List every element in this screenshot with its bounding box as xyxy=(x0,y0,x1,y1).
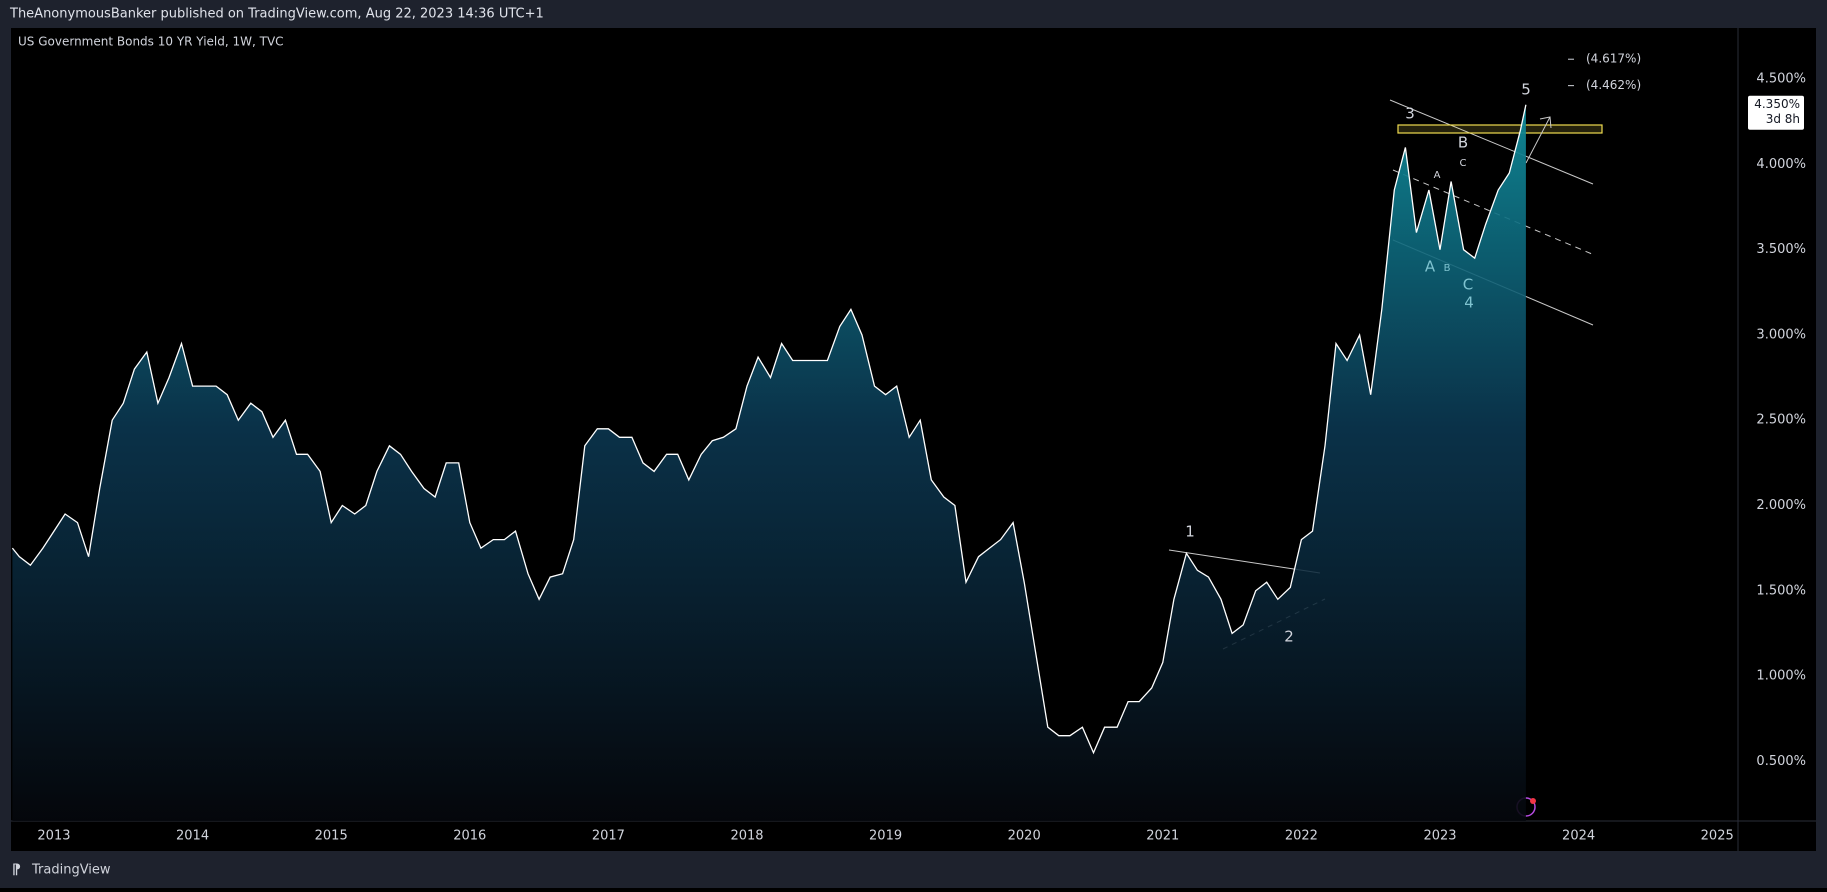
wave-label: 5 xyxy=(1521,81,1531,99)
chart-title: US Government Bonds 10 YR Yield, 1W, TVC xyxy=(18,35,284,49)
x-tick-label: 2016 xyxy=(453,829,486,844)
x-tick-label: 2025 xyxy=(1701,829,1734,844)
target-zone xyxy=(1397,124,1603,134)
x-tick-label: 2015 xyxy=(315,829,348,844)
x-tick-label: 2022 xyxy=(1285,829,1318,844)
x-tick-label: 2013 xyxy=(37,829,70,844)
x-tick-label: 2014 xyxy=(176,829,209,844)
x-tick-label: 2023 xyxy=(1423,829,1456,844)
wave-label: B xyxy=(1458,134,1468,152)
brand: ⁋ TradingView xyxy=(12,862,111,878)
wave-label: 2 xyxy=(1284,628,1294,646)
y-tick-label: 1.500% xyxy=(1756,583,1806,598)
x-tick-label: 2021 xyxy=(1146,829,1179,844)
y-tick-label: 4.000% xyxy=(1756,157,1806,172)
y-tick-label: 2.000% xyxy=(1756,498,1806,513)
x-tick-label: 2018 xyxy=(730,829,763,844)
wave-label: 4 xyxy=(1464,294,1474,312)
y-tick-label: 0.500% xyxy=(1756,754,1806,769)
x-tick-label: 2019 xyxy=(869,829,902,844)
y-tick-label: 4.500% xyxy=(1756,72,1806,87)
arrow xyxy=(1525,116,1552,164)
wave-label: 1 xyxy=(1185,523,1195,541)
area-fill xyxy=(12,104,1526,821)
price-label-box xyxy=(1748,95,1804,130)
brand-logo: ⁋ xyxy=(12,862,21,878)
wave-label: A xyxy=(1425,258,1436,276)
y-tick-label: 3.000% xyxy=(1756,327,1806,342)
alert-dot xyxy=(1530,798,1536,804)
x-tick-label: 2017 xyxy=(592,829,625,844)
wave-label: C xyxy=(1463,276,1473,294)
fib-label: (4.617%) xyxy=(1586,52,1641,66)
wave-label: A xyxy=(1434,170,1441,181)
channel-mid xyxy=(1392,169,1593,255)
channel-upper xyxy=(1389,99,1594,185)
wave-label: 3 xyxy=(1405,105,1415,123)
y-tick-label: 3.500% xyxy=(1756,242,1806,257)
brand-name: TradingView xyxy=(31,863,111,878)
y-tick-label: 1.000% xyxy=(1756,669,1806,684)
y-tick-label: 2.500% xyxy=(1756,413,1806,428)
fib-label: (4.462%) xyxy=(1586,78,1641,92)
publisher-line: TheAnonymousBanker published on TradingV… xyxy=(9,7,544,22)
x-tick-label: 2024 xyxy=(1562,829,1595,844)
wave-label: B xyxy=(1444,263,1451,274)
x-tick-label: 2020 xyxy=(1008,829,1041,844)
countdown: 3d 8h xyxy=(1766,112,1800,126)
price-label: 4.350% xyxy=(1754,97,1800,111)
wave-label: C xyxy=(1460,158,1467,169)
yield-line xyxy=(11,104,1527,755)
